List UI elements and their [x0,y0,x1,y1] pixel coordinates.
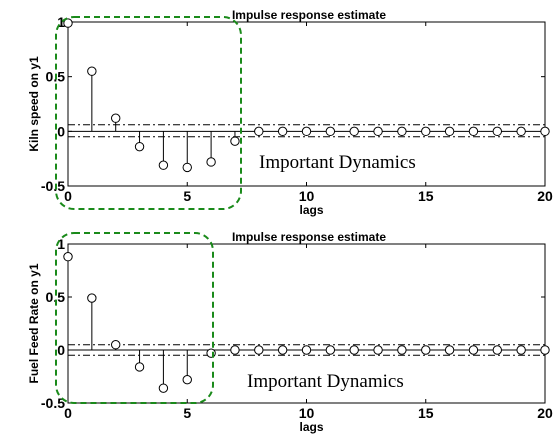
stem-marker [397,345,407,355]
stem-marker [325,126,336,137]
x-tick-label: 20 [537,405,553,421]
y-tick-label: 0 [57,123,65,139]
x-tick-label: 0 [64,405,72,421]
y-tick-label: -0.5 [41,395,65,411]
stem-marker [158,160,169,170]
stem-marker [373,126,383,137]
x-tick-label: 5 [183,405,191,421]
annotation-important-dynamics: Important Dynamics [259,152,416,173]
stem-marker [182,374,192,385]
y-tick-label: 1 [57,14,65,30]
stem-marker [516,345,526,355]
stem-marker [254,126,264,137]
stem-marker [325,345,336,355]
stem-marker [421,126,431,137]
stem-marker [444,345,455,355]
x-axis-label: lags [299,420,323,434]
stem-marker [63,252,73,262]
chart-title: Impulse response estimate [232,8,386,22]
x-tick-label: 10 [299,188,315,204]
x-axis-label: lags [299,203,323,217]
x-tick-label: 15 [418,405,434,421]
chart-title: Impulse response estimate [232,230,386,244]
y-axis-label: Fuel Feed Rate on y1 [27,263,41,383]
x-tick-label: 15 [418,188,434,204]
stem-marker [540,126,550,137]
stem-marker [87,293,97,303]
stem-marker [277,126,288,137]
stem-marker [230,136,240,146]
stem-marker [134,362,145,372]
stem-marker [492,345,502,355]
stem-marker [206,348,216,358]
stem-marker [254,345,264,355]
y-tick-label: 0 [57,342,65,358]
y-tick-label: 0.5 [46,289,66,305]
stem-marker [134,141,145,152]
stem-marker [468,345,479,355]
stem-marker [373,345,383,355]
y-axis-label: Kiln speed on y1 [27,56,41,152]
stem-marker [301,345,312,355]
stem-marker [230,345,240,355]
stem-marker [540,345,550,355]
highlight-box [55,232,214,404]
stem-marker [397,126,407,137]
stem-marker [182,162,192,173]
stem-marker [111,340,121,350]
x-tick-label: 10 [299,405,315,421]
y-tick-label: 1 [57,236,65,252]
annotation-important-dynamics: Important Dynamics [247,371,404,392]
stem-marker [158,383,169,393]
stem-marker [349,345,359,355]
stem-marker [87,66,97,76]
x-tick-label: 0 [64,188,72,204]
x-tick-label: 5 [183,188,191,204]
y-tick-label: -0.5 [41,178,65,194]
stem-marker [492,126,502,137]
stem-marker [349,126,359,137]
stem-marker [301,126,312,137]
stem-marker [206,157,216,167]
stem-marker [111,113,121,123]
stem-marker [277,345,288,355]
x-tick-label: 20 [537,188,553,204]
stem-marker [444,126,455,137]
stem-marker [468,126,479,137]
stem-marker [421,345,431,355]
stem-marker [516,126,526,137]
highlight-box [55,16,242,210]
